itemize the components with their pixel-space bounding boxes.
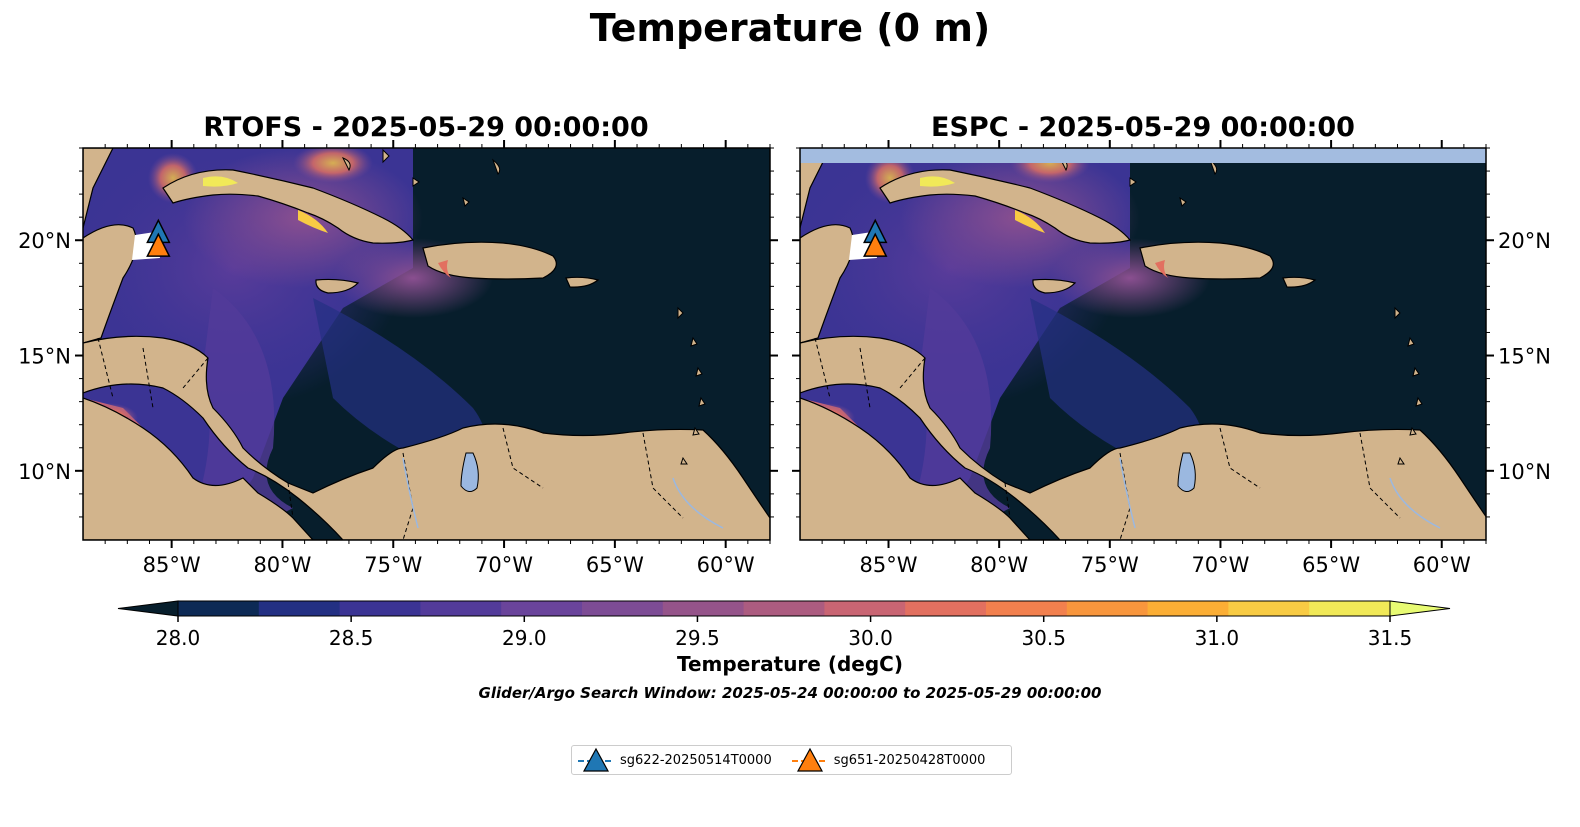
lat-tick-label: 10°N <box>18 460 71 484</box>
colorbar-segment <box>662 601 745 616</box>
lon-tick-label: 80°W <box>253 553 311 577</box>
colorbar-segment <box>258 601 341 616</box>
triangle-marker-icon <box>578 747 614 772</box>
colorbar-tick-label: 29.5 <box>675 626 720 650</box>
lon-tick-label: 75°W <box>1081 553 1139 577</box>
lat-tick-label: 20°N <box>18 229 71 253</box>
axis-ticks: 85°W 80°W 75°W 70°W 65°W 60°W 20°N 15°N 10°N 85°W… <box>18 140 1551 577</box>
colorbar-tick-label: 28.0 <box>156 626 201 650</box>
colorbar-tick-label: 28.5 <box>329 626 374 650</box>
search-window-note: Glider/Argo Search Window: 2025-05-24 00… <box>478 684 1102 702</box>
legend-item-sg622: sg622-20250514T0000 <box>578 747 772 773</box>
figure-title: Temperature (0 m) <box>589 6 991 50</box>
colorbar-segment <box>743 601 825 616</box>
glider-markers <box>146 218 888 257</box>
colorbar-segment <box>339 601 421 616</box>
no-data-band <box>800 148 1486 163</box>
colorbar-tick-label: 31.5 <box>1368 626 1413 650</box>
colorbar-tick-label: 30.0 <box>848 626 893 650</box>
glider-marker <box>146 232 171 257</box>
lon-tick-label: 70°W <box>475 553 533 577</box>
colorbar-segment <box>178 601 260 616</box>
colorbar-extend-high <box>1389 600 1451 617</box>
espc-panel-title: ESPC - 2025-05-29 00:00:00 <box>931 112 1355 143</box>
lon-tick-label: 65°W <box>1302 553 1360 577</box>
lon-tick-label: 65°W <box>586 553 644 577</box>
colorbar-segment <box>824 601 906 616</box>
glider-marker <box>863 232 888 257</box>
lat-tick-label: 10°N <box>1498 460 1551 484</box>
colorbar-tick-label: 31.0 <box>1195 626 1240 650</box>
colorbar-segment <box>1309 601 1391 616</box>
legend: sg622-20250514T0000 sg651-20250428T0000 <box>571 745 1012 775</box>
colorbar-segment <box>501 601 583 616</box>
colorbar-label: Temperature (degC) <box>677 652 903 676</box>
lon-tick-label: 75°W <box>364 553 422 577</box>
rtofs-panel-title: RTOFS - 2025-05-29 00:00:00 <box>203 112 649 143</box>
lon-tick-label: 85°W <box>860 553 918 577</box>
rtofs-map <box>83 148 770 540</box>
colorbar-segment <box>1147 601 1229 616</box>
lon-tick-label: 85°W <box>143 553 201 577</box>
colorbar-segment <box>420 601 502 616</box>
lat-tick-label: 15°N <box>1498 345 1551 369</box>
espc-map <box>800 148 1486 540</box>
colorbar-tick-label: 29.0 <box>502 626 547 650</box>
lon-tick-label: 70°W <box>1191 553 1249 577</box>
colorbar-segment <box>1066 601 1149 616</box>
lon-tick-label: 60°W <box>697 553 755 577</box>
colorbar: 28.0 28.5 29.0 29.5 30.0 30.5 31.0 31.5 <box>117 600 1451 650</box>
legend-label-sg622: sg622-20250514T0000 <box>620 752 772 768</box>
colorbar-segment <box>1228 601 1310 616</box>
colorbar-segment <box>582 601 664 616</box>
colorbar-segment <box>986 601 1068 616</box>
colorbar-segment <box>905 601 987 616</box>
colorbar-extend-low <box>117 600 179 617</box>
legend-label-sg651: sg651-20250428T0000 <box>833 752 986 768</box>
colorbar-tick-label: 30.5 <box>1021 626 1066 650</box>
lon-tick-label: 60°W <box>1413 553 1471 577</box>
lon-tick-label: 80°W <box>970 553 1028 577</box>
legend-item-sg651: sg651-20250428T0000 <box>791 747 986 773</box>
lat-tick-label: 20°N <box>1498 229 1551 253</box>
lat-tick-label: 15°N <box>18 345 71 369</box>
triangle-marker-icon <box>791 747 828 772</box>
